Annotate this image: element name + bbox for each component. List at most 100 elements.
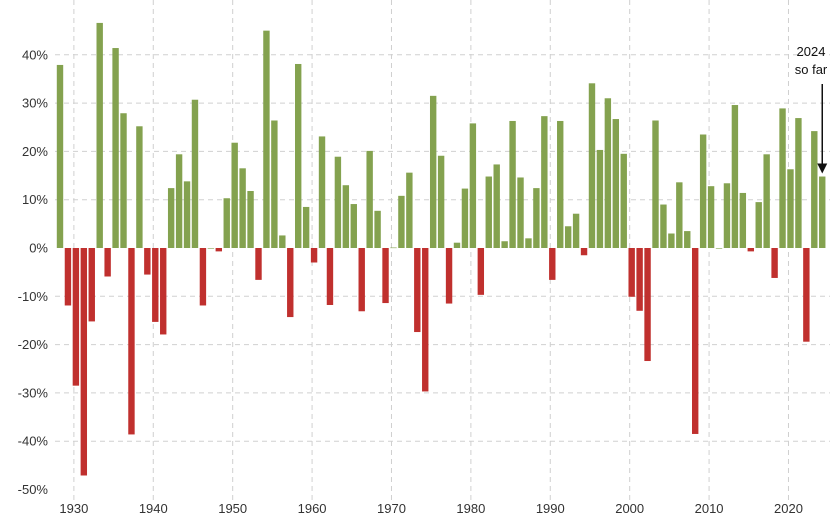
x-tick-label: 1940 — [139, 501, 168, 516]
bar-1949 — [223, 198, 230, 248]
bar-2012 — [723, 183, 731, 248]
bar-1959 — [302, 206, 310, 248]
bar-1947 — [207, 248, 215, 249]
bar-1946 — [199, 248, 207, 306]
bar-1952 — [247, 191, 254, 248]
bar-2003 — [652, 120, 659, 248]
bar-2010 — [707, 186, 715, 248]
bar-1988 — [533, 188, 540, 248]
bar-1971 — [398, 195, 405, 248]
x-tick-label: 1950 — [218, 501, 247, 516]
bar-2000 — [628, 248, 635, 297]
x-axis-tick-labels: 1930 1940 1950 1960 1970 1980 1990 2000 2010 2020 — [59, 501, 803, 516]
bar-2011 — [715, 248, 723, 249]
bar-1977 — [445, 248, 453, 304]
bar-2007 — [684, 231, 691, 248]
bar-1935 — [112, 48, 119, 248]
bar-1942 — [167, 188, 175, 248]
bar-2002 — [644, 248, 651, 362]
y-tick-label: -50% — [18, 482, 49, 497]
bar-1967 — [366, 150, 373, 248]
bar-1934 — [104, 248, 111, 277]
bar-1996 — [596, 149, 604, 248]
annotation-2024-so-far: 2024 so far — [795, 44, 828, 174]
bar-1943 — [175, 154, 183, 248]
bar-1955 — [271, 120, 278, 248]
bar-1958 — [295, 63, 302, 249]
bar-1990 — [549, 248, 556, 280]
bar-1953 — [255, 248, 262, 280]
x-tick-label: 2020 — [774, 501, 803, 516]
bar-1957 — [287, 248, 294, 318]
bar-1937 — [128, 248, 135, 435]
y-axis-tick-labels: 40% 30% 20% 10% 0% -10% -20% -30% -40% -50% — [18, 47, 49, 497]
bar-1992 — [564, 226, 572, 248]
bar-1965 — [350, 204, 357, 248]
bar-2015 — [747, 248, 754, 252]
x-tick-label: 2010 — [695, 501, 724, 516]
bar-2021 — [795, 118, 802, 248]
bar-2009 — [699, 134, 707, 248]
bar-2008 — [692, 248, 699, 434]
bar-2014 — [739, 192, 747, 248]
bar-1961 — [318, 136, 326, 248]
y-tick-label: 10% — [22, 192, 48, 207]
y-tick-label: -40% — [18, 434, 49, 449]
x-tick-label: 1970 — [377, 501, 406, 516]
bar-2016 — [755, 202, 762, 248]
bars — [56, 22, 826, 476]
bar-1975 — [429, 95, 437, 248]
bar-2022 — [803, 248, 810, 342]
annotation-line-2: so far — [795, 62, 828, 77]
bar-1976 — [437, 155, 445, 248]
bar-1979 — [461, 188, 469, 248]
y-tick-label: 20% — [22, 144, 48, 159]
bar-1991 — [557, 120, 564, 248]
bar-2001 — [636, 248, 643, 311]
bar-1973 — [414, 248, 421, 333]
y-tick-label: 40% — [22, 47, 48, 62]
x-tick-label: 1990 — [536, 501, 565, 516]
bar-1963 — [334, 156, 342, 248]
bar-1987 — [525, 238, 532, 248]
y-tick-label: -20% — [18, 337, 49, 352]
bar-2020 — [787, 169, 794, 248]
bar-2005 — [668, 233, 675, 248]
bar-1970 — [390, 247, 397, 249]
bar-1960 — [310, 248, 318, 263]
bar-2018 — [771, 248, 778, 278]
bar-1941 — [160, 248, 167, 335]
x-tick-label: 1930 — [59, 501, 88, 516]
bar-2024 — [819, 176, 826, 248]
bar-1972 — [406, 172, 413, 248]
bar-1948 — [215, 248, 222, 252]
x-tick-label: 1960 — [298, 501, 327, 516]
bar-1984 — [501, 241, 508, 248]
bar-1932 — [88, 248, 95, 322]
bar-1989 — [541, 116, 548, 248]
y-tick-label: -30% — [18, 385, 49, 400]
bar-1993 — [572, 213, 580, 248]
y-tick-label: -10% — [18, 289, 49, 304]
bar-1936 — [120, 113, 127, 249]
bar-1980 — [469, 123, 477, 248]
bar-1999 — [620, 153, 627, 248]
bar-1986 — [517, 177, 524, 248]
bar-1985 — [509, 120, 516, 248]
bar-1981 — [477, 248, 485, 295]
bar-1962 — [326, 248, 334, 305]
bar-2004 — [660, 204, 667, 248]
y-tick-label: 0% — [29, 241, 48, 256]
bar-1968 — [374, 210, 381, 248]
y-tick-label: 30% — [22, 96, 48, 111]
bar-1982 — [485, 176, 492, 248]
bar-1994 — [580, 248, 588, 256]
bar-1929 — [64, 248, 72, 306]
bar-1933 — [96, 22, 103, 249]
annotation-line-1: 2024 — [797, 44, 826, 59]
bar-1944 — [183, 181, 191, 248]
bar-1964 — [342, 185, 350, 248]
bar-1998 — [612, 119, 619, 248]
bar-1931 — [80, 248, 88, 476]
